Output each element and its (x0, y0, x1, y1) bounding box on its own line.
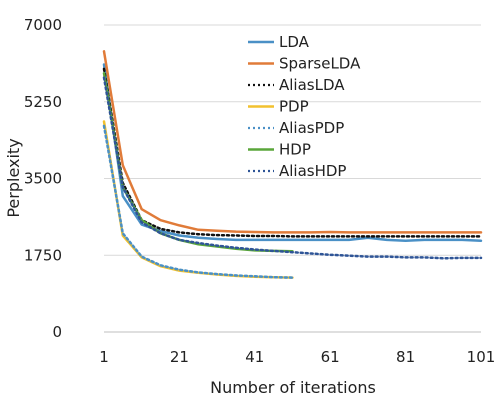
x-tick-label: 21 (170, 348, 189, 366)
legend-label: SparseLDA (279, 55, 361, 73)
y-tick-label: 7000 (24, 16, 62, 34)
legend-label: AliasHDP (279, 162, 346, 180)
x-tick-label: 41 (245, 348, 264, 366)
gridlines (104, 24, 481, 256)
y-tick-label: 0 (52, 323, 62, 341)
y-tick-label: 3500 (24, 170, 62, 188)
series-line-sparselda (102, 50, 483, 234)
series-line-aliashdp (102, 76, 483, 260)
tick-labels: 0 1750 3500 5250 7000 1 21 41 61 81 101 (24, 16, 496, 366)
series-line-aliaspdp (102, 124, 294, 279)
series-line-hdp (102, 71, 294, 253)
legend-label: LDA (279, 33, 310, 51)
y-tick-label: 1750 (24, 246, 62, 264)
series-line-aliaslda (102, 67, 483, 238)
series-lines (102, 50, 483, 279)
x-tick-label: 101 (467, 348, 496, 366)
x-axis-label: Number of iterations (210, 378, 376, 397)
legend-label: HDP (279, 141, 311, 159)
y-tick-label: 5250 (24, 93, 62, 111)
series-line-lda (102, 63, 483, 243)
x-tick-label: 81 (396, 348, 415, 366)
legend-label: AliasPDP (279, 119, 344, 137)
x-tick-label: 1 (99, 348, 109, 366)
legend-label: PDP (279, 98, 309, 116)
legend-label: AliasLDA (279, 76, 345, 94)
x-tick-label: 61 (321, 348, 340, 366)
y-axis-label: Perplexity (4, 138, 23, 217)
legend: LDA SparseLDA AliasLDA PDP AliasPDP HDP AliasH… (248, 33, 361, 180)
